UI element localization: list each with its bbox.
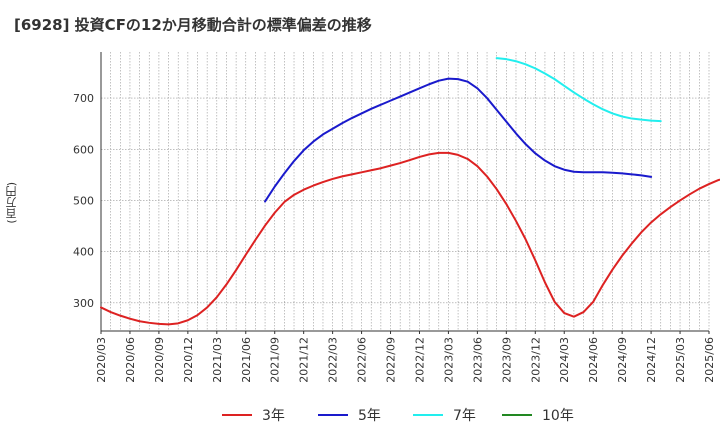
legend-swatch xyxy=(502,414,532,416)
chart-legend: 3年 5年 7年 10年 xyxy=(0,404,720,426)
legend-label: 5年 xyxy=(358,408,381,424)
x-tick-label: 2021/03 xyxy=(211,337,224,383)
x-tick-label: 2024/03 xyxy=(558,337,571,383)
legend-item: 3年 xyxy=(222,404,285,426)
series-line-3年 xyxy=(100,151,720,326)
x-tick-label: 2020/09 xyxy=(153,337,166,383)
x-tick-label: 2023/12 xyxy=(529,337,542,383)
y-tick-label: 700 xyxy=(73,92,94,105)
x-tick-label: 2022/09 xyxy=(385,337,398,383)
x-tick-label: 2024/09 xyxy=(616,337,629,383)
x-tick-label: 2024/12 xyxy=(645,337,658,383)
legend-item: 5年 xyxy=(318,404,381,426)
legend-item: 7年 xyxy=(413,404,476,426)
series-line-5年 xyxy=(264,77,653,203)
y-tick-label: 400 xyxy=(73,246,94,259)
x-tick-label: 2020/12 xyxy=(182,337,195,383)
x-tick-label: 2025/06 xyxy=(703,337,716,383)
x-tick-label: 2020/06 xyxy=(124,337,137,383)
y-tick-label: 600 xyxy=(73,143,94,156)
x-tick-label: 2025/03 xyxy=(674,337,687,383)
x-tick-label: 2020/03 xyxy=(95,337,108,383)
x-tick-label: 2023/03 xyxy=(442,337,455,383)
legend-label: 10年 xyxy=(542,408,574,424)
legend-label: 3年 xyxy=(262,408,285,424)
x-tick-label: 2022/03 xyxy=(327,337,340,383)
x-tick-label: 2024/06 xyxy=(587,337,600,383)
x-tick-label: 2021/09 xyxy=(269,337,282,383)
legend-label: 7年 xyxy=(453,408,476,424)
x-tick-label: 2021/12 xyxy=(298,337,311,383)
plot-area xyxy=(101,52,709,331)
legend-swatch xyxy=(222,414,252,416)
x-tick-label: 2023/09 xyxy=(500,337,513,383)
legend-swatch xyxy=(413,414,443,416)
series-line-7年 xyxy=(495,57,662,123)
x-tick-label: 2023/06 xyxy=(471,337,484,383)
x-tick-label: 2022/12 xyxy=(413,337,426,383)
x-tick-label: 2022/06 xyxy=(356,337,369,383)
y-tick-label: 500 xyxy=(73,194,94,207)
x-tick-label: 2021/06 xyxy=(240,337,253,383)
chart-title: [6928] 投資CFの12か月移動合計の標準偏差の推移 xyxy=(14,16,372,34)
y-tick-label: 300 xyxy=(73,297,94,310)
legend-swatch xyxy=(318,414,348,416)
legend-item: 10年 xyxy=(502,404,574,426)
